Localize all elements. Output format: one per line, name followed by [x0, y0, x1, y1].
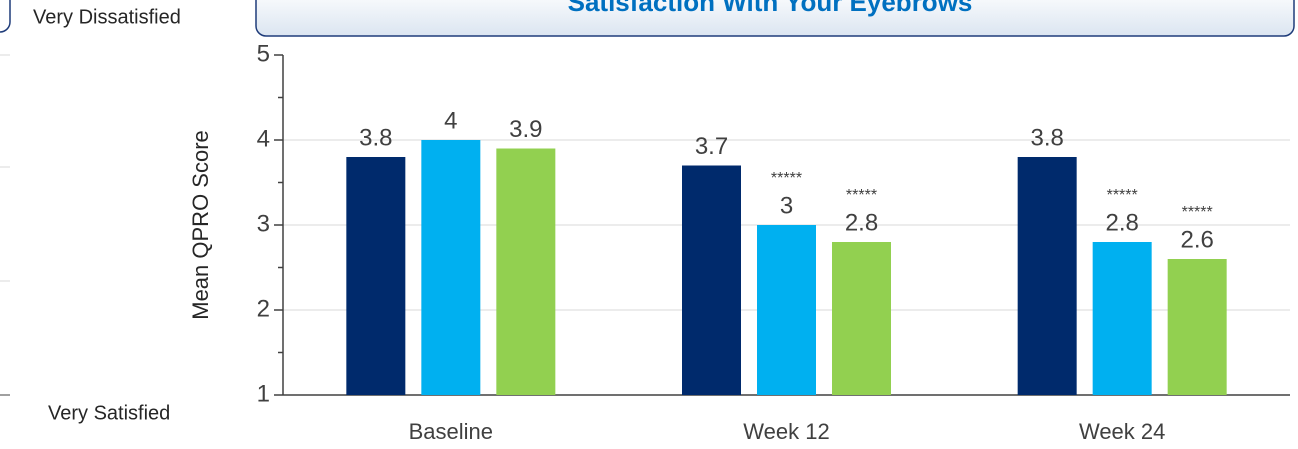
bar [1092, 242, 1152, 395]
bar [496, 148, 556, 395]
title-box [255, 0, 1295, 37]
x-tick-label: Week 24 [1079, 419, 1165, 444]
frame-edge [0, 0, 11, 33]
bar [421, 140, 481, 395]
value-label: 3.7 [695, 133, 728, 160]
bar [832, 242, 891, 395]
annotation: ***** [846, 187, 877, 204]
value-label: 3.8 [1030, 124, 1063, 151]
top-label: Very Dissatisfied [33, 6, 181, 28]
x-tick-label: Baseline [409, 419, 493, 444]
chart-title: Satisfaction With Your Eyebrows [568, 0, 973, 17]
y-tick-label: 5 [257, 40, 270, 67]
bar [1017, 157, 1077, 395]
value-label: 3 [780, 192, 793, 219]
y-tick-label: 4 [257, 125, 270, 152]
value-label: 3.9 [509, 116, 542, 143]
value-label: 2.8 [1105, 209, 1138, 236]
bottom-label: Very Satisfied [48, 402, 170, 424]
annotation: ***** [771, 170, 802, 187]
y-tick-label: 3 [257, 210, 270, 237]
y-axis-label: Mean QPRO Score [188, 130, 213, 320]
bar [682, 165, 741, 395]
bar [757, 225, 816, 395]
y-tick-label: 1 [257, 380, 270, 407]
value-label: 2.8 [845, 209, 878, 236]
y-tick-label: 2 [257, 295, 270, 322]
annotation: ***** [1182, 204, 1213, 221]
bar [346, 157, 406, 395]
value-label: 3.8 [359, 124, 392, 151]
annotation: ***** [1107, 187, 1138, 204]
bar [1167, 259, 1227, 395]
value-label: 2.6 [1180, 226, 1213, 253]
value-label: 4 [444, 107, 457, 134]
x-tick-label: Week 12 [743, 419, 829, 444]
